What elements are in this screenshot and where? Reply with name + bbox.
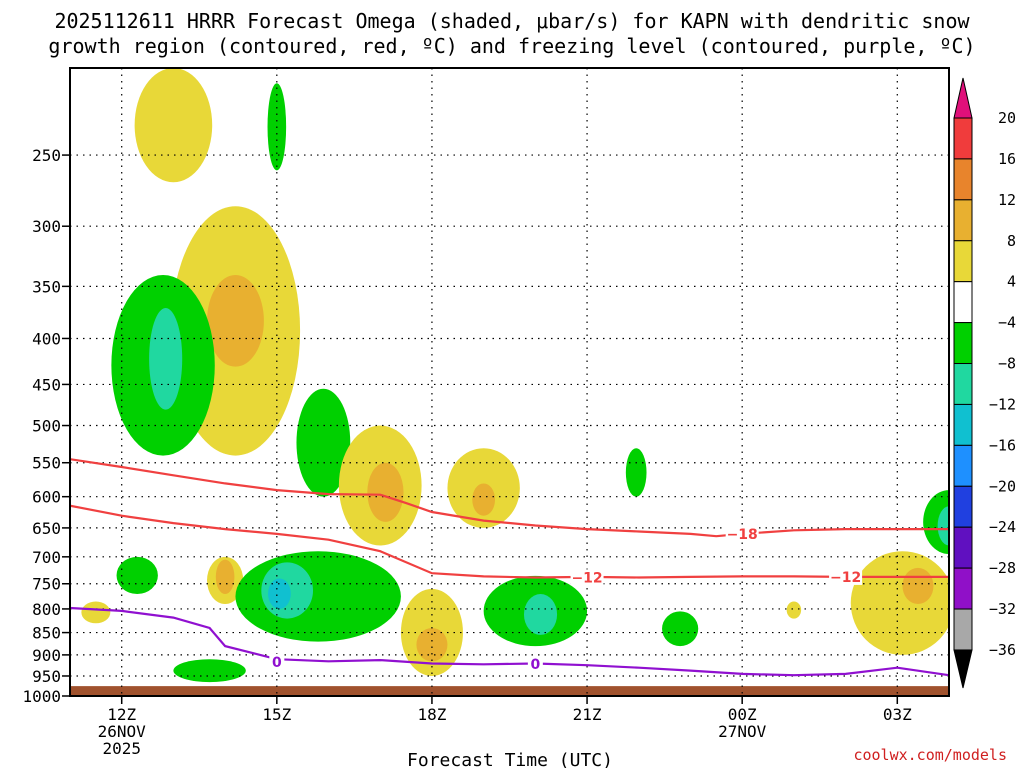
colorbar-swatch-6 — [953, 363, 973, 405]
source-credit: coolwx.com/models — [853, 746, 1007, 764]
colorbar-swatch-8 — [953, 444, 973, 487]
omega-region-25 — [786, 601, 802, 619]
y-tick-label-350: 350 — [32, 277, 61, 296]
colorbar-label-13: −36 — [989, 641, 1016, 659]
colorbar-top-arrow — [953, 77, 973, 119]
contour-line-1 — [70, 504, 949, 579]
contour-label-1: −12 — [571, 570, 602, 586]
omega-region-18 — [268, 578, 291, 609]
y-tick-label-550: 550 — [32, 454, 61, 473]
x-tick-date-4: 27NOV — [718, 722, 767, 741]
omega-region-8 — [367, 462, 404, 522]
contour-label-bg-1 — [570, 569, 604, 586]
omega-region-19 — [173, 659, 246, 683]
y-tick-label-650: 650 — [32, 519, 61, 538]
colorbar-swatch-12 — [953, 608, 973, 651]
y-tick-label-1000: 1000 — [22, 687, 61, 706]
x-tick-label-0: 12Z — [107, 705, 136, 724]
omega-region-12 — [116, 556, 158, 595]
ground-layer — [70, 686, 949, 696]
colorbar-swatch-3 — [953, 240, 973, 283]
contour-line-2 — [70, 606, 949, 677]
colorbar-swatch-0 — [953, 117, 973, 160]
colorbar-swatch-2 — [953, 199, 973, 242]
contour-label-bg-3 — [269, 653, 285, 670]
y-tick-label-750: 750 — [32, 575, 61, 594]
colorbar-swatch-5 — [953, 322, 973, 365]
contour-label-2: −12 — [830, 570, 861, 586]
colorbar-bottom-arrow — [953, 649, 973, 689]
x-tick-year-0: 2025 — [102, 739, 141, 758]
y-tick-label-250: 250 — [32, 146, 61, 165]
y-tick-label-950: 950 — [32, 667, 61, 686]
x-tick-label-1: 15Z — [262, 705, 291, 724]
x-tick-label-3: 21Z — [573, 705, 602, 724]
y-tick-label-600: 600 — [32, 488, 61, 507]
contour-label-0: −18 — [727, 527, 758, 543]
colorbar-label-12: −32 — [989, 600, 1016, 618]
colorbar-label-2: 12 — [998, 191, 1016, 209]
colorbar-swatch-7 — [953, 403, 973, 446]
colorbar-label-6: −8 — [998, 355, 1016, 373]
y-tick-label-800: 800 — [32, 600, 61, 619]
contour-label-4: 0 — [530, 657, 540, 673]
colorbar-label-3: 8 — [1007, 232, 1016, 250]
colorbar-label-7: −12 — [989, 395, 1016, 413]
colorbar-swatch-10 — [953, 526, 973, 569]
y-tick-label-900: 900 — [32, 646, 61, 665]
colorbar-label-5: −4 — [998, 314, 1016, 332]
omega-region-5 — [149, 308, 183, 410]
colorbar-label-9: −20 — [989, 477, 1016, 495]
chart-title-line-1: 2025112611 HRRR Forecast Omega (shaded, … — [54, 9, 970, 33]
omega-region-21 — [416, 627, 448, 662]
contour-label-3: 0 — [272, 655, 282, 671]
contour-line-0 — [70, 458, 949, 538]
plot-frame — [69, 67, 950, 697]
x-tick-label-5: 03Z — [883, 705, 912, 724]
colorbar-swatch-11 — [953, 567, 973, 610]
x-tick-date-0: 26NOV — [98, 722, 147, 741]
colorbar-label-0: 20 — [998, 109, 1016, 127]
colorbar-label-8: −16 — [989, 436, 1016, 454]
colorbar-label-4: 4 — [1007, 273, 1016, 291]
omega-region-0 — [134, 68, 213, 183]
omega-region-10 — [472, 483, 496, 516]
omega-region-29 — [937, 506, 949, 546]
colorbar-swatch-9 — [953, 485, 973, 528]
x-tick-label-4: 00Z — [728, 705, 757, 724]
omega-region-24 — [662, 611, 699, 647]
colorbar-label-11: −28 — [989, 559, 1016, 577]
colorbar-swatch-1 — [953, 158, 973, 201]
omega-region-15 — [81, 601, 111, 624]
y-tick-label-450: 450 — [32, 375, 61, 394]
contour-label-bg-2 — [829, 568, 863, 585]
y-tick-label-400: 400 — [32, 329, 61, 348]
y-tick-label-850: 850 — [32, 624, 61, 643]
colorbar-swatch-4 — [953, 281, 973, 324]
chart-title-line-2: growth region (contoured, red, ºC) and f… — [48, 34, 976, 58]
omega-region-16 — [235, 551, 401, 642]
omega-region-23 — [523, 594, 558, 635]
x-tick-label-2: 18Z — [417, 705, 446, 724]
omega-region-6 — [296, 388, 351, 497]
omega-region-14 — [215, 559, 235, 595]
colorbar-label-1: 16 — [998, 150, 1016, 168]
colorbar-label-10: −24 — [989, 518, 1016, 536]
omega-region-3 — [207, 275, 264, 367]
contour-label-bg-4 — [527, 655, 543, 672]
omega-region-27 — [902, 567, 934, 605]
omega-region-11 — [625, 448, 647, 497]
y-tick-label-700: 700 — [32, 548, 61, 567]
contour-label-bg-0 — [725, 525, 759, 542]
omega-region-26 — [850, 551, 949, 655]
x-axis-label: Forecast Time (UTC) — [407, 750, 613, 768]
y-tick-label-300: 300 — [32, 217, 61, 236]
y-tick-label-500: 500 — [32, 417, 61, 436]
